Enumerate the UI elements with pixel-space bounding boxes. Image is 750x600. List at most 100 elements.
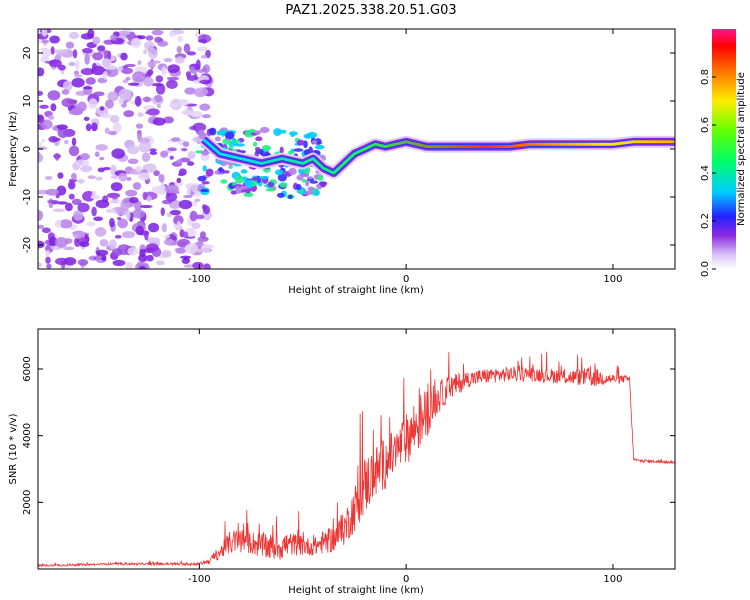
- noise-blob: [174, 181, 184, 187]
- noise-blob: [161, 222, 167, 233]
- transition-blob: [214, 136, 221, 142]
- spectrogram-x-tick-label: 100: [603, 274, 622, 285]
- noise-blob: [163, 116, 174, 124]
- colorbar-gradient: [712, 29, 736, 269]
- noise-blob: [92, 36, 101, 45]
- noise-blob: [49, 35, 61, 44]
- transition-blob: [298, 189, 304, 194]
- noise-blob: [56, 124, 68, 130]
- spectrogram-y-tick-label: 20: [22, 47, 33, 60]
- noise-blob: [47, 90, 61, 101]
- noise-blob: [45, 249, 51, 257]
- noise-blob: [194, 87, 209, 97]
- transition-blob: [279, 146, 284, 155]
- noise-blob: [92, 52, 104, 61]
- noise-blob: [65, 41, 75, 49]
- noise-blob: [161, 249, 172, 258]
- noise-blob: [123, 199, 131, 204]
- noise-blob: [135, 225, 145, 236]
- snr-plot: -100 0 100 2000 4000 6000 Height of straight …: [8, 328, 676, 596]
- noise-blob: [197, 69, 205, 73]
- noise-blob: [139, 204, 153, 209]
- noise-blob: [167, 147, 177, 152]
- noise-blob: [203, 263, 211, 269]
- noise-blob: [111, 148, 126, 159]
- noise-blob: [46, 263, 52, 269]
- noise-blob: [183, 264, 195, 268]
- noise-blob: [38, 210, 44, 221]
- noise-blob: [86, 221, 96, 227]
- noise-blob: [88, 98, 98, 109]
- spectrogram-y-tick-label: 10: [22, 95, 33, 108]
- transition-blob: [201, 150, 209, 156]
- snr-frame: [37, 328, 676, 570]
- transition-blob: [261, 144, 272, 152]
- noise-blob: [118, 88, 132, 100]
- noise-blob: [97, 167, 105, 173]
- noise-blob: [143, 49, 148, 55]
- noise-blob: [154, 94, 163, 103]
- noise-blob: [192, 261, 204, 269]
- noise-blob: [54, 219, 62, 228]
- noise-blob: [121, 231, 136, 239]
- noise-blob: [184, 243, 199, 254]
- noise-blob: [57, 127, 69, 139]
- noise-blob: [67, 180, 76, 190]
- snr-x-tick-label: 0: [403, 574, 409, 585]
- chart-title: PAZ1.2025.338.20.51.G03: [285, 3, 456, 18]
- noise-blob: [77, 259, 89, 266]
- noise-blob: [178, 199, 193, 210]
- spectrogram-y-tick-label: -10: [22, 189, 33, 205]
- noise-blob: [116, 30, 131, 36]
- transition-blob: [301, 178, 307, 183]
- transition-blob: [314, 144, 325, 150]
- noise-blob: [153, 170, 160, 177]
- colorbar-tick-label: 0.6: [700, 117, 711, 133]
- transition-blob: [201, 181, 210, 185]
- noise-blob: [40, 56, 50, 63]
- noise-blob: [93, 216, 104, 222]
- noise-blob: [50, 46, 55, 55]
- noise-blob: [109, 114, 120, 124]
- noise-blob: [93, 91, 105, 97]
- transition-blob: [228, 165, 233, 169]
- noise-blob: [136, 35, 146, 40]
- transition-blob: [276, 192, 285, 198]
- transition-blob: [309, 180, 319, 184]
- transition-blob: [254, 146, 261, 151]
- noise-blob: [38, 67, 45, 77]
- noise-blob: [161, 66, 167, 76]
- transition-blob: [265, 188, 276, 192]
- transition-blob: [251, 176, 259, 181]
- transition-blob: [197, 175, 207, 182]
- noise-blob: [38, 146, 48, 151]
- noise-blob: [170, 137, 181, 142]
- noise-blob: [127, 82, 140, 86]
- noise-blob: [141, 152, 151, 163]
- noise-blob: [190, 184, 200, 192]
- noise-blob: [109, 217, 115, 228]
- noise-blob: [192, 201, 198, 207]
- spectrogram-y-tick-label: 0: [22, 146, 33, 152]
- transition-blob: [288, 150, 293, 155]
- snr-ticks: -100 0 100 2000 4000 6000: [22, 329, 675, 585]
- noise-blob: [104, 127, 110, 134]
- noise-blob: [117, 218, 128, 229]
- transition-blob: [306, 176, 314, 180]
- noise-blob: [149, 151, 158, 156]
- transition-blob: [223, 170, 230, 174]
- noise-blob: [56, 201, 68, 205]
- noise-blob: [51, 137, 61, 142]
- noise-blob: [41, 29, 48, 37]
- noise-blob: [91, 206, 97, 217]
- transition-blob: [296, 139, 305, 146]
- transition-blob: [220, 179, 228, 184]
- noise-blob: [200, 54, 208, 59]
- noise-blob: [102, 70, 108, 80]
- transition-blob: [235, 185, 240, 193]
- noise-blob: [187, 161, 195, 166]
- noise-blob: [201, 114, 211, 119]
- noise-blob: [95, 176, 103, 181]
- noise-blob: [38, 224, 45, 229]
